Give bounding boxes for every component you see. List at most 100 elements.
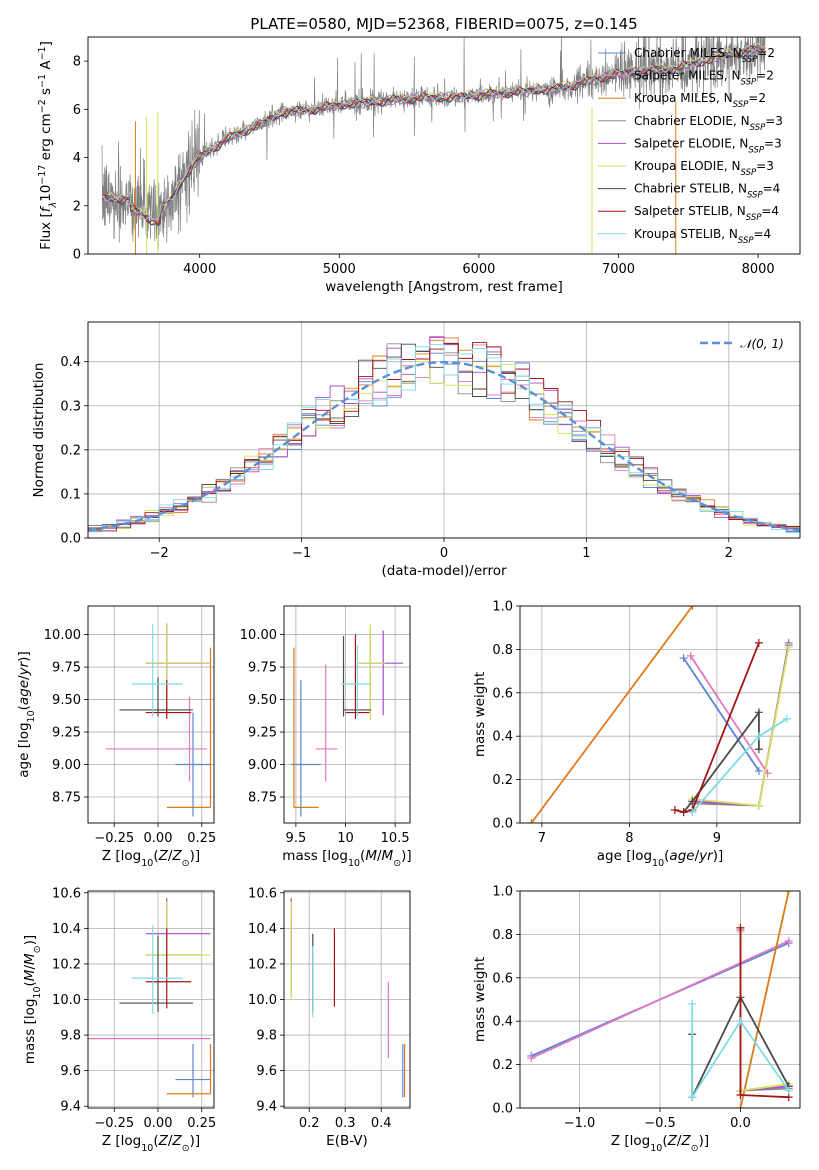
y-tick-label: 10.0: [248, 993, 277, 1008]
label-part: E(B-V): [326, 1133, 368, 1149]
data-point: [754, 766, 763, 775]
label-part: Z: [171, 1133, 182, 1149]
label-part: /: [677, 1133, 682, 1149]
y-tick-label: 0.0: [60, 532, 81, 547]
y-tick-label: 10.4: [248, 922, 277, 937]
legend-label: Kroupa ELODIE, NSSP=3: [634, 159, 774, 178]
label-part: age [log: [16, 722, 32, 777]
weight-line: [530, 606, 694, 823]
x-tick-label: 2: [725, 546, 733, 561]
x-tick-label: −0.25: [94, 831, 134, 846]
legend-tail: =3: [764, 136, 782, 150]
label-part: λ: [48, 202, 59, 209]
label-part: 10: [348, 858, 360, 869]
x-tick-label: −1.0: [564, 1116, 596, 1131]
label-part: wavelength [Angstrom, rest frame]: [325, 279, 563, 295]
label-part: yr: [16, 660, 32, 676]
data-point: [688, 1093, 697, 1102]
label-part: −1: [37, 74, 48, 88]
label-part: 10: [38, 185, 54, 202]
y-tick-label: 1.0: [492, 885, 513, 900]
axes-frame-mass_age: [283, 605, 411, 824]
data-point: [754, 801, 763, 810]
age_weight-plot: [527, 606, 793, 823]
x-axis-label: Z [log10(Z/Z⊙)]: [611, 1133, 709, 1154]
label-part: 10: [26, 710, 37, 722]
label-part: 10: [652, 858, 664, 869]
x-tick-label: 7000: [602, 262, 635, 277]
residual-histogram: [88, 361, 800, 531]
legend-label: Salpeter STELIB, NSSP=4: [634, 204, 779, 223]
label-part: Flux [: [38, 212, 54, 250]
y-tick-label: 4: [73, 151, 81, 166]
legend-tail: =2: [748, 91, 766, 105]
y-axis-label: Normed distribution: [31, 363, 47, 498]
data-point: [754, 732, 763, 741]
label-part: 10: [650, 1143, 662, 1154]
legend-tail: =4: [763, 182, 781, 196]
label-part: )]: [401, 848, 412, 864]
label-part: ⊙: [182, 1143, 190, 1154]
legend-text: Chabrier STELIB, N: [634, 182, 747, 196]
ebv_mass-plot: [290, 898, 406, 1098]
y-tick-label: 9.50: [248, 693, 277, 708]
y-tick-label: 8.75: [248, 791, 277, 806]
label-part: ⊙: [691, 1143, 699, 1154]
legend-sub: SSP: [738, 236, 754, 246]
y-tick-label: 0.0: [492, 817, 513, 832]
legend-tail: =3: [765, 114, 783, 128]
legend-sub: SSP: [741, 78, 757, 88]
y-tick-label: 0.2: [60, 443, 81, 458]
x-tick-label: 7: [538, 831, 546, 846]
label-part: Z: [158, 1133, 169, 1149]
y-tick-label: 9.50: [52, 693, 81, 708]
data-point: [754, 745, 763, 754]
y-tick-label: 10.6: [52, 886, 81, 901]
y-tick-label: 9.00: [248, 758, 277, 773]
y-tick-label: 0.6: [492, 686, 513, 701]
y-tick-label: 0.3: [60, 399, 81, 414]
legend-label: Chabrier MILES, NSSP=2: [634, 46, 775, 65]
label-part: /: [168, 1133, 173, 1149]
legend-tail: =4: [754, 227, 772, 241]
x-tick-label: 0.2: [299, 1116, 320, 1131]
y-tick-label: 10.00: [44, 628, 81, 643]
label-part: A: [38, 60, 54, 74]
axes-frame-spectrum: [87, 36, 801, 255]
spectrum-plot: [101, 37, 766, 254]
label-part: −17: [37, 165, 48, 185]
x-tick-label: 0.00: [144, 831, 173, 846]
label-part: Normed distribution: [31, 363, 47, 498]
legend-label: Salpeter ELODIE, NSSP=3: [634, 136, 782, 155]
x-axis-label: Z [log10(Z/Z⊙)]: [102, 848, 200, 869]
x-tick-label: 6000: [462, 262, 495, 277]
data-point: [527, 1054, 536, 1063]
x-tick-label: 0.4: [371, 1116, 392, 1131]
y-tick-label: 9.8: [256, 1029, 277, 1044]
y-tick-label: 8.75: [52, 791, 81, 806]
axes-frame-age_weight: [519, 605, 801, 824]
label-part: mass weight: [472, 957, 488, 1042]
x-tick-label: 0.00: [144, 1116, 173, 1131]
legend-label: Chabrier STELIB, NSSP=4: [634, 182, 780, 201]
data-point: [688, 606, 697, 610]
label-part: )]: [699, 1133, 710, 1149]
axes-frame-Z_mass: [87, 890, 215, 1109]
data-point: [784, 891, 793, 895]
label-part: (: [16, 705, 32, 710]
y-tick-label: 9.75: [52, 661, 81, 676]
label-part: /: [168, 848, 173, 864]
y-tick-label: 0.4: [492, 730, 513, 745]
legend-tail: =3: [756, 159, 774, 173]
data-point: [736, 1090, 745, 1099]
y-tick-label: 0.8: [492, 928, 513, 943]
x-axis-label: mass [log10(M/M⊙)]: [282, 848, 411, 869]
label-part: (data-model)/error: [381, 563, 507, 579]
label-part: Z [log: [102, 1133, 141, 1149]
data-point: [784, 936, 793, 945]
weight-line: [691, 1003, 790, 1101]
label-part: M: [22, 953, 38, 965]
label-part: (: [153, 1133, 158, 1149]
y-tick-label: 9.25: [52, 726, 81, 741]
x-tick-label: 1: [582, 546, 590, 561]
